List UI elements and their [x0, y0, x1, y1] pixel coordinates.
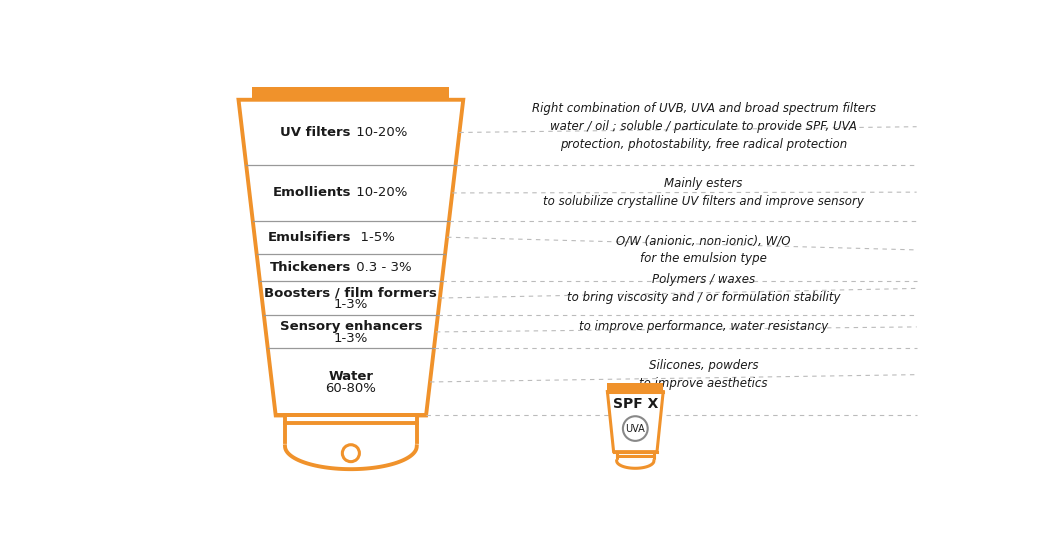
Polygon shape — [607, 383, 664, 391]
Text: Boosters / film formers: Boosters / film formers — [264, 286, 437, 299]
Polygon shape — [238, 100, 463, 416]
Text: Right combination of UVB, UVA and broad spectrum filters
water / oil ; soluble /: Right combination of UVB, UVA and broad … — [531, 102, 876, 151]
Text: 1-5%: 1-5% — [353, 231, 395, 244]
Circle shape — [623, 416, 648, 441]
Text: Emollients: Emollients — [272, 187, 350, 199]
Text: Thickeners: Thickeners — [269, 261, 350, 274]
Polygon shape — [607, 391, 664, 452]
Circle shape — [342, 445, 360, 462]
Text: 60-80%: 60-80% — [326, 382, 376, 395]
Text: SPF X: SPF X — [613, 397, 658, 411]
Text: UV filters: UV filters — [281, 126, 350, 139]
Text: UVA: UVA — [625, 423, 645, 434]
Text: Silicones, powders
to improve aesthetics: Silicones, powders to improve aesthetics — [640, 359, 768, 390]
Text: Water: Water — [329, 370, 373, 383]
Polygon shape — [253, 87, 449, 100]
Text: Mainly esters
to solubilize crystalline UV filters and improve sensory: Mainly esters to solubilize crystalline … — [543, 177, 864, 208]
Text: Emulsifiers: Emulsifiers — [267, 231, 350, 244]
Text: to improve performance, water resistancy: to improve performance, water resistancy — [579, 321, 828, 333]
Text: O/W (anionic, non-ionic), W/O
for the emulsion type: O/W (anionic, non-ionic), W/O for the em… — [617, 234, 790, 265]
Polygon shape — [617, 452, 654, 461]
Text: Sensory enhancers: Sensory enhancers — [280, 320, 422, 333]
Text: 0.3 - 3%: 0.3 - 3% — [353, 261, 412, 274]
Text: 10-20%: 10-20% — [353, 187, 408, 199]
Polygon shape — [285, 416, 417, 446]
Text: 1-3%: 1-3% — [334, 332, 368, 345]
Text: Polymers / waxes
to bring viscosity and / or formulation stability: Polymers / waxes to bring viscosity and … — [567, 273, 840, 304]
Text: 1-3%: 1-3% — [334, 298, 368, 311]
Text: 10-20%: 10-20% — [353, 126, 408, 139]
